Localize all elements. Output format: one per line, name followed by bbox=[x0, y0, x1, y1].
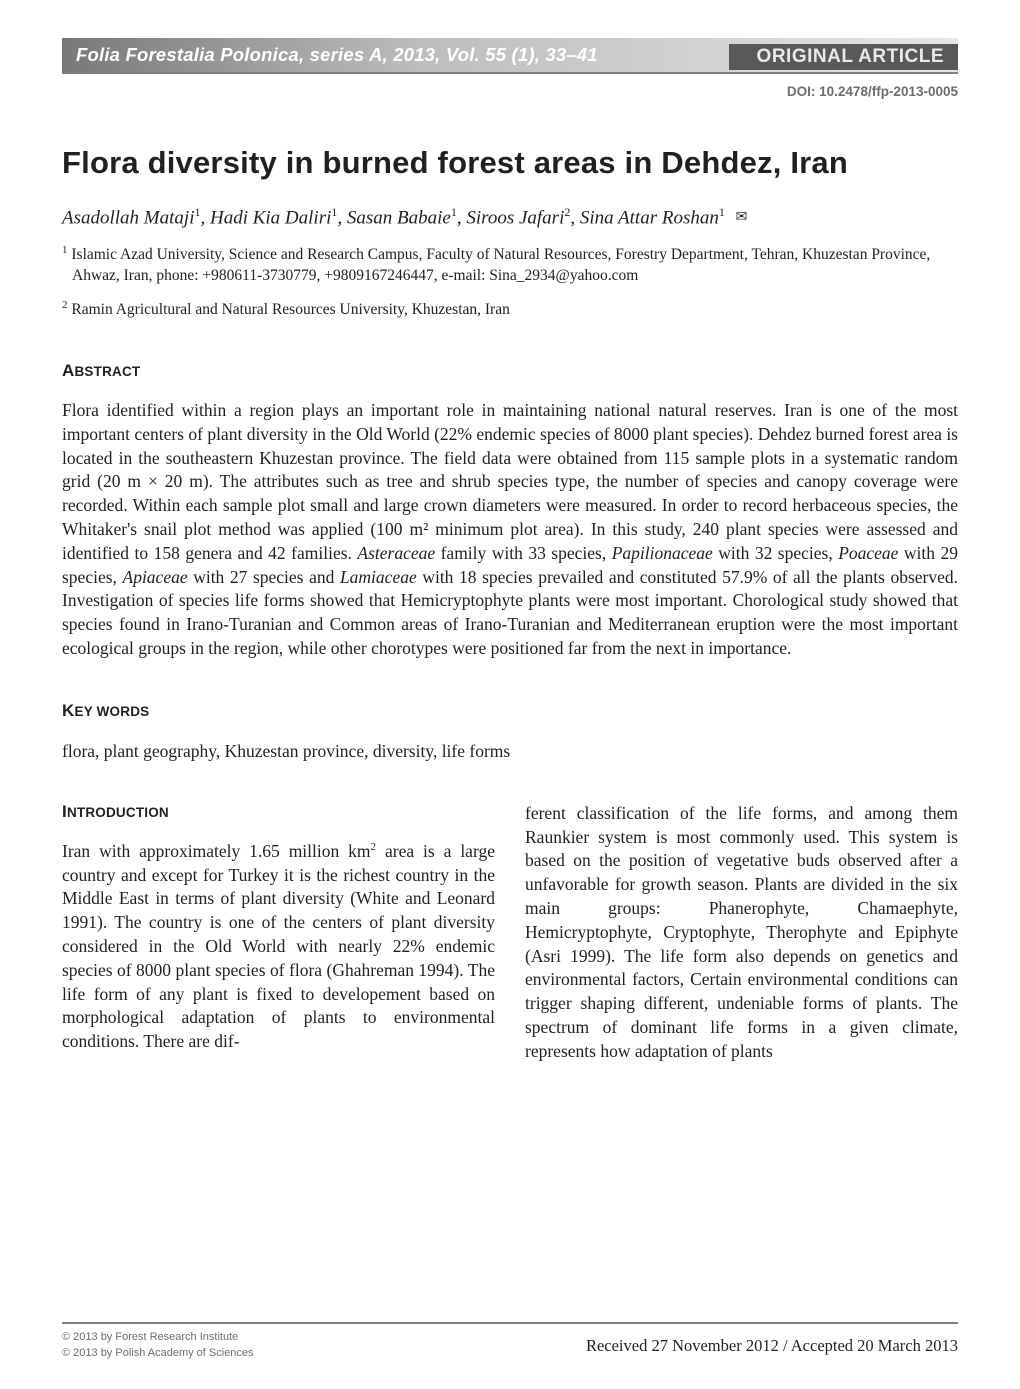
abstract-part-1: Flora identified within a region plays a… bbox=[62, 400, 958, 563]
abstract-italic-5: Lamiaceae bbox=[340, 567, 417, 587]
article-title: Flora diversity in burned forest areas i… bbox=[62, 145, 958, 181]
intro-heading-rest: NTRODUCTION bbox=[67, 805, 169, 820]
affiliation-1: 1 Islamic Azad University, Science and R… bbox=[62, 243, 958, 286]
intro-left-post: area is a large country and except for T… bbox=[62, 841, 495, 1051]
column-right: ferent classification of the life forms,… bbox=[525, 762, 958, 1064]
author-1: Asadollah Mataji bbox=[62, 207, 194, 228]
abstract-mid-2: with 32 species, bbox=[713, 543, 838, 563]
author-3-sup: 1 bbox=[451, 205, 457, 219]
keywords-heading: KEY WORDS bbox=[62, 701, 958, 721]
page-footer: © 2013 by Forest Research Institute © 20… bbox=[62, 1322, 958, 1361]
intro-paragraph-right: ferent classification of the life forms,… bbox=[525, 802, 958, 1064]
intro-left-pre: Iran with approximately 1.65 million km bbox=[62, 841, 371, 861]
abstract-mid-4: with 27 species and bbox=[188, 567, 340, 587]
abstract-heading: ABSTRACT bbox=[62, 361, 958, 381]
author-1-sup: 1 bbox=[194, 205, 200, 219]
two-column-body: INTRODUCTION Iran with approximately 1.6… bbox=[62, 762, 958, 1064]
keywords-heading-rest: EY WORDS bbox=[74, 704, 149, 719]
abstract-italic-1: Asteraceae bbox=[357, 543, 435, 563]
article-type: ORIGINAL ARTICLE bbox=[757, 46, 944, 68]
author-4: Siroos Jafari bbox=[466, 207, 564, 228]
affil-2-text: Ramin Agricultural and Natural Resources… bbox=[68, 302, 510, 319]
copyright-line-1: © 2013 by Forest Research Institute bbox=[62, 1330, 254, 1345]
abstract-italic-4: Apiaceae bbox=[123, 567, 188, 587]
article-type-box: ORIGINAL ARTICLE bbox=[729, 44, 958, 70]
abstract-italic-3: Poaceae bbox=[838, 543, 898, 563]
author-3: Sasan Babaie bbox=[347, 207, 451, 228]
copyright-line-2: © 2013 by Polish Academy of Sciences bbox=[62, 1346, 254, 1361]
abstract-italic-2: Papilionaceae bbox=[612, 543, 713, 563]
envelope-icon: ✉ bbox=[736, 210, 748, 225]
abstract-mid-1: family with 33 species, bbox=[435, 543, 612, 563]
keywords-body: flora, plant geography, Khuzestan provin… bbox=[62, 741, 958, 762]
abstract-body: Flora identified within a region plays a… bbox=[62, 399, 958, 661]
received-accepted: Received 27 November 2012 / Accepted 20 … bbox=[586, 1336, 958, 1356]
keywords-heading-first: K bbox=[62, 701, 74, 720]
intro-paragraph-left: Iran with approximately 1.65 million km2… bbox=[62, 840, 495, 1054]
author-5: Sina Attar Roshan bbox=[580, 207, 719, 228]
affiliation-2: 2 Ramin Agricultural and Natural Resourc… bbox=[62, 298, 958, 321]
abstract-heading-rest: BSTRACT bbox=[74, 364, 140, 379]
journal-header-band: Folia Forestalia Polonica, series A, 201… bbox=[62, 38, 958, 74]
author-5-sup: 1 bbox=[719, 205, 725, 219]
author-4-sup: 2 bbox=[564, 205, 570, 219]
abstract-heading-first: A bbox=[62, 361, 74, 380]
doi: DOI: 10.2478/ffp-2013-0005 bbox=[0, 84, 958, 99]
copyright-block: © 2013 by Forest Research Institute © 20… bbox=[62, 1330, 254, 1361]
column-left: INTRODUCTION Iran with approximately 1.6… bbox=[62, 762, 495, 1064]
introduction-heading: INTRODUCTION bbox=[62, 802, 495, 822]
author-2: Hadi Kia Daliri bbox=[210, 207, 331, 228]
author-2-sup: 1 bbox=[331, 205, 337, 219]
journal-info: Folia Forestalia Polonica, series A, 201… bbox=[76, 44, 598, 66]
affil-1-text: Islamic Azad University, Science and Res… bbox=[68, 246, 931, 283]
authors-line: Asadollah Mataji1, Hadi Kia Daliri1, Sas… bbox=[62, 205, 958, 229]
